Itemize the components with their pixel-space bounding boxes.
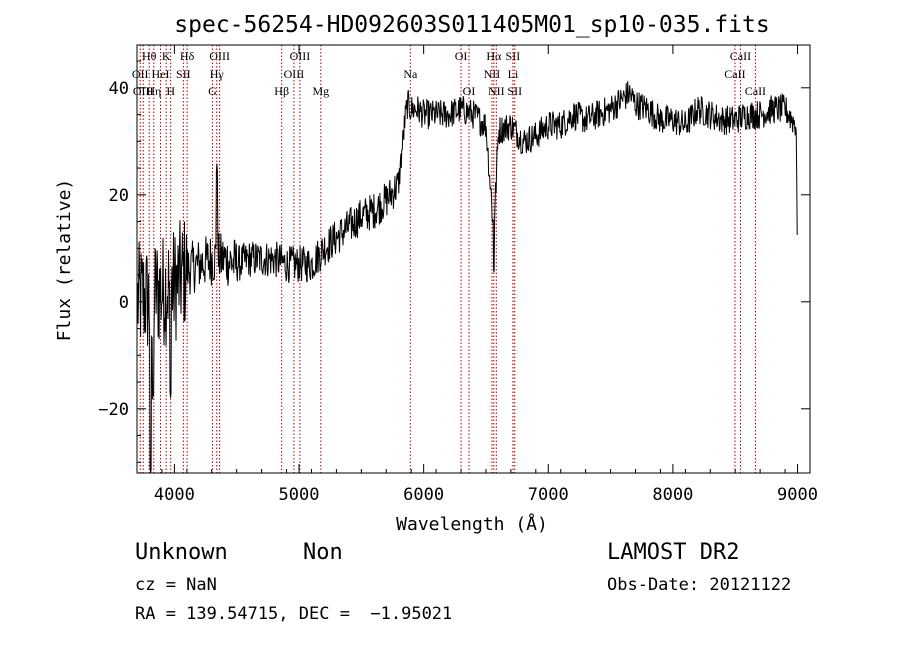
y-axis-label: Flux (relative) [54, 179, 75, 342]
line-marker-label: SII [507, 84, 522, 98]
line-marker-label: OIII [209, 49, 230, 63]
line-marker-label: Mg [312, 84, 329, 98]
object-class: Unknown [135, 540, 228, 565]
x-tick-label: 8000 [652, 485, 693, 505]
line-marker-label: OI [455, 49, 468, 63]
line-marker-label: Hη [146, 84, 161, 98]
y-tick-label: 40 [109, 79, 129, 99]
line-marker-label: Na [403, 67, 418, 81]
spectrum-series [137, 81, 798, 474]
y-axis: −20 0 20 40 [98, 60, 810, 463]
line-marker-label: Hβ [274, 84, 289, 98]
line-marker-label: OIII [290, 49, 311, 63]
x-tick-label: 4000 [154, 485, 195, 505]
coordinates: RA = 139.54715, DEC = −1.95021 [135, 604, 453, 624]
object-subclass: Non [303, 540, 343, 565]
survey-name: LAMOST DR2 [607, 540, 740, 565]
obs-date: Obs-Date: 20121122 [607, 575, 792, 595]
x-axis: 4000 5000 6000 7000 8000 9000 [136, 45, 818, 505]
line-marker-label: Hγ [210, 67, 225, 81]
x-tick-label: 5000 [279, 485, 320, 505]
x-tick-label: 9000 [777, 485, 818, 505]
line-marker-label: OIII [284, 67, 305, 81]
line-marker-label: Li [508, 67, 519, 81]
line-marker-label: CaII [730, 49, 751, 63]
line-marker-label: OI [463, 84, 476, 98]
y-tick-label: −20 [98, 400, 129, 420]
y-tick-label: 20 [109, 186, 129, 206]
line-marker-label: OII [132, 67, 149, 81]
spectrum-line [137, 81, 798, 474]
line-marker-label: H [166, 84, 175, 98]
line-marker-label: NII [484, 67, 501, 81]
line-marker-label: K [162, 49, 171, 63]
redshift-cz: cz = NaN [135, 575, 217, 595]
y-tick-label: 0 [119, 293, 129, 313]
line-marker-label: NII [488, 84, 505, 98]
plot-frame [136, 44, 811, 474]
x-axis-label: Wavelength (Å) [396, 513, 548, 535]
line-marker-label: G [208, 84, 217, 98]
line-marker-label: Hθ [142, 49, 157, 63]
x-tick-label: 6000 [403, 485, 444, 505]
x-tick-label: 7000 [528, 485, 569, 505]
chart-title: spec-56254-HD092603S011405M01_sp10-035.f… [174, 12, 769, 38]
line-marker-label: SII [176, 67, 191, 81]
line-marker-label: CaII [724, 67, 745, 81]
line-marker-label: CaII [745, 84, 766, 98]
line-marker-label: Hα [486, 49, 502, 63]
line-marker-label: Hδ [180, 49, 195, 63]
line-marker-label: HeI [152, 67, 170, 81]
